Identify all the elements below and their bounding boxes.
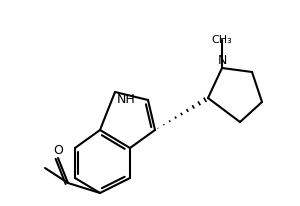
Text: N: N xyxy=(217,54,227,67)
Text: CH₃: CH₃ xyxy=(212,35,233,45)
Text: O: O xyxy=(53,144,63,157)
Text: NH: NH xyxy=(117,93,136,106)
